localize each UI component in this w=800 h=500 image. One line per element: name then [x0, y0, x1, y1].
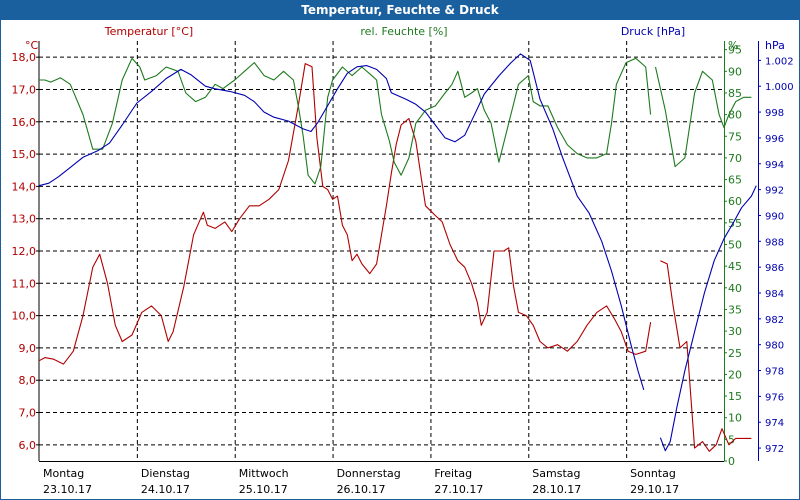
day-date-label: 28.10.17	[532, 483, 581, 496]
pressure-tick-label: 996	[765, 134, 784, 145]
humidity-tick-label: 60	[728, 195, 742, 208]
temperature-tick-label: 15,0	[12, 148, 37, 161]
temperature-line	[660, 260, 752, 452]
pressure-tick-label: 978	[765, 367, 784, 378]
axes	[38, 41, 759, 462]
pressure-tick-label: 972	[765, 444, 784, 455]
day-date-label: 25.10.17	[239, 483, 288, 496]
humidity-tick-label: 35	[728, 303, 742, 316]
humidity-tick-label: 15	[728, 390, 742, 403]
humidity-tick-label: 40	[728, 282, 742, 295]
pressure-tick-label: 1.002	[765, 56, 794, 67]
pressure-tick-label: 984	[765, 289, 784, 300]
pressure-tick-label: 1.000	[765, 82, 794, 93]
series-lines	[38, 53, 757, 452]
pressure-tick-label: 982	[765, 315, 784, 326]
pressure-line	[659, 185, 757, 452]
humidity-tick-label: 50	[728, 239, 742, 252]
day-name-label: Dienstag	[141, 467, 190, 480]
humidity-tick-label: 70	[728, 152, 742, 165]
humidity-tick-label: 0	[728, 455, 735, 468]
x-axis-labels: Montag 23.10.17 Dienstag 24.10.17 Mittwoch 25…	[43, 467, 679, 496]
humidity-tick-label: 95	[728, 44, 742, 57]
humidity-tick-label: 80	[728, 109, 742, 122]
humidity-tick-label: 30	[728, 325, 742, 338]
humidity-unit-label: %	[728, 39, 738, 52]
day-name-label: Samstag	[532, 467, 580, 480]
temperature-tick-label: 10,0	[12, 310, 37, 323]
humidity-tick-label: 20	[728, 368, 742, 381]
pressure-tick-label: 976	[765, 392, 784, 403]
grid	[39, 41, 724, 461]
day-name-label: Donnerstag	[337, 467, 401, 480]
humidity-tick-label: 10	[728, 412, 742, 425]
temperature-tick-label: 11,0	[12, 277, 37, 290]
chart-title: Temperatur, Feuchte & Druck	[0, 0, 800, 20]
pressure-tick-label: 988	[765, 237, 784, 248]
pressure-tick-label: 986	[765, 263, 784, 274]
humidity-series-label: rel. Feuchte [%]	[360, 25, 447, 38]
temperature-line	[38, 63, 652, 365]
temperature-tick-label: 6,0	[19, 439, 37, 452]
day-name-label: Sonntag	[630, 467, 676, 480]
tick-labels: 6,0 7,0 8,0 9,0 10,0 11,0 12,0 13,0 14,0 15,0 16,0…	[12, 44, 794, 468]
temperature-tick-label: 14,0	[12, 180, 37, 193]
day-name-label: Mittwoch	[239, 467, 289, 480]
temperature-tick-label: 8,0	[19, 374, 37, 387]
day-name-label: Montag	[43, 467, 84, 480]
temperature-tick-label: 18,0	[12, 51, 37, 64]
pressure-line	[38, 53, 645, 391]
humidity-tick-label: 65	[728, 174, 742, 187]
humidity-tick-label: 25	[728, 347, 742, 360]
temperature-tick-label: 17,0	[12, 83, 37, 96]
day-date-label: 23.10.17	[43, 483, 92, 496]
humidity-line	[654, 66, 752, 168]
humidity-tick-label: 75	[728, 130, 742, 143]
humidity-tick-label: 45	[728, 260, 742, 273]
temperature-tick-label: 13,0	[12, 213, 37, 226]
day-date-label: 24.10.17	[141, 483, 190, 496]
pressure-tick-label: 992	[765, 186, 784, 197]
chart-svg: 6,0 7,0 8,0 9,0 10,0 11,0 12,0 13,0 14,0 15,0 16,0…	[12, 25, 794, 496]
pressure-series-label: Druck [hPa]	[621, 25, 685, 38]
humidity-tick-label: 90	[728, 65, 742, 78]
pressure-tick-label: 994	[765, 160, 784, 171]
day-date-label: 27.10.17	[434, 483, 483, 496]
temperature-tick-label: 7,0	[19, 407, 37, 420]
pressure-tick-label: 980	[765, 341, 784, 352]
temperature-tick-label: 9,0	[19, 342, 37, 355]
temperature-series-label: Temperatur [°C]	[104, 25, 193, 38]
pressure-tick-label: 990	[765, 211, 784, 222]
temperature-tick-label: 12,0	[12, 245, 37, 258]
humidity-tick-label: 85	[728, 87, 742, 100]
day-date-label: 26.10.17	[337, 483, 386, 496]
day-date-label: 29.10.17	[630, 483, 679, 496]
temperature-unit-label: °C	[25, 39, 39, 52]
axis-headers: °C% hPa Temperatur [°C] rel. Feuchte [%] Dru…	[25, 25, 785, 52]
humidity-line	[39, 57, 652, 185]
humidity-tick-label: 5	[728, 433, 735, 446]
pressure-tick-label: 998	[765, 108, 784, 119]
chart-frame: 6,0 7,0 8,0 9,0 10,0 11,0 12,0 13,0 14,0 15,0 16,0…	[0, 20, 800, 500]
pressure-tick-label: 974	[765, 418, 784, 429]
day-name-label: Freitag	[434, 467, 472, 480]
temperature-tick-label: 16,0	[12, 116, 37, 129]
pressure-unit-label: hPa	[765, 39, 785, 52]
